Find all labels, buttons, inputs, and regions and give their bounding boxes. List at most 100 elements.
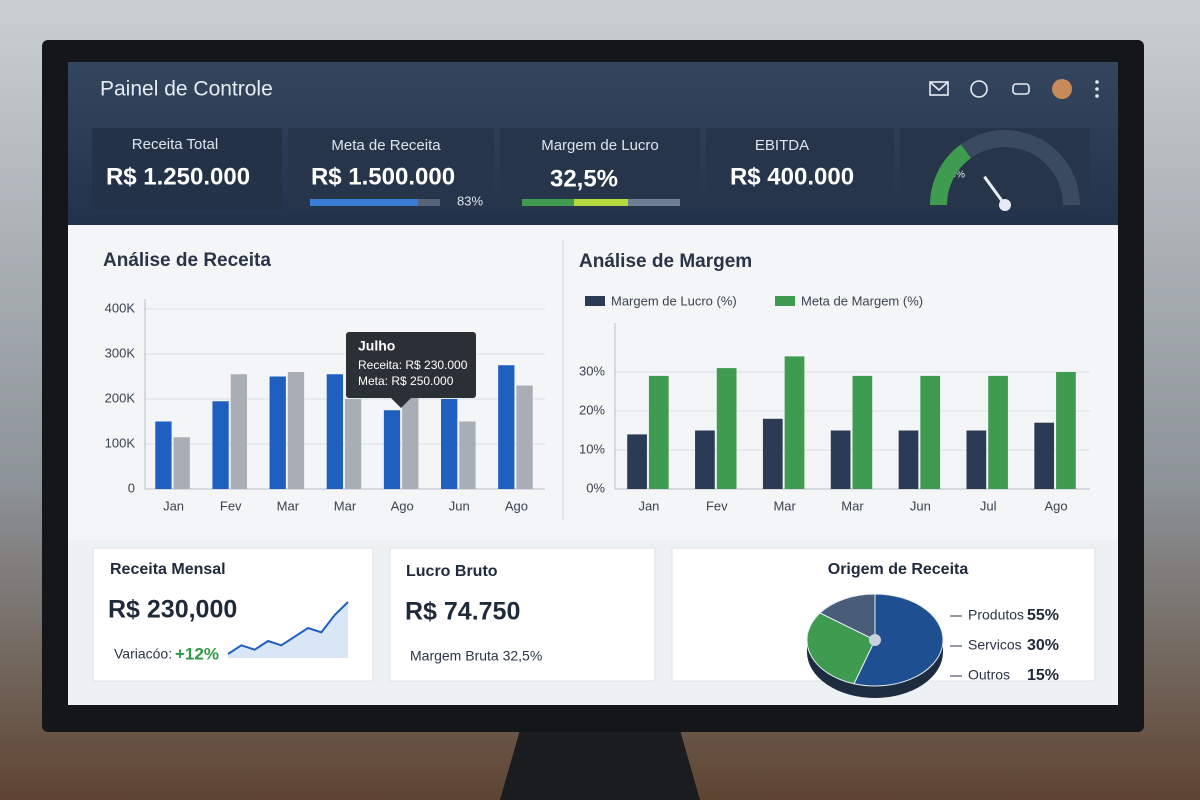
mail-icon-flap	[929, 81, 949, 92]
bar	[988, 375, 1008, 489]
mail-icon[interactable]	[929, 81, 949, 96]
margin-bar	[522, 199, 680, 206]
kpi-card	[92, 128, 282, 210]
y-tick-label: 10%	[579, 441, 605, 456]
y-tick-label: 100K	[105, 435, 136, 450]
bar	[830, 430, 851, 489]
bar	[627, 434, 647, 489]
x-tick-label: Ago	[1045, 498, 1068, 513]
bar	[287, 372, 305, 489]
tooltip-pointer	[391, 398, 411, 408]
bar	[269, 376, 286, 489]
chart-title: Origem de Receita	[828, 561, 969, 578]
bar	[459, 421, 476, 489]
pie-center	[869, 634, 881, 646]
bar	[784, 356, 805, 489]
avatar[interactable]	[1052, 79, 1072, 99]
kpi-label: Meta de Receita	[331, 137, 441, 154]
pie-value-label: 15%	[1027, 667, 1059, 684]
tooltip-line: Meta: R$ 250.000	[358, 374, 454, 388]
alerts-icon[interactable]	[1012, 83, 1030, 95]
kpi-label: EBITDA	[755, 137, 809, 154]
y-tick-label: 200K	[105, 390, 136, 405]
card	[92, 547, 374, 682]
legend-label: Margem de Lucro (%)	[611, 293, 737, 308]
tooltip	[346, 332, 476, 398]
gauge-fill	[930, 144, 971, 205]
menu-icon[interactable]	[1095, 80, 1099, 98]
header-icons	[929, 80, 1030, 98]
kpi-card	[706, 128, 894, 210]
kpi-value: R$ 400.000	[730, 163, 854, 190]
kpi-label: Receita Total	[132, 136, 218, 153]
kpi-label: Margem de Lucro	[541, 137, 659, 154]
legend-swatch	[775, 296, 795, 306]
progress-fill	[310, 199, 418, 206]
card-title: Receita Mensal	[110, 561, 226, 578]
y-tick-label: 0%	[586, 480, 605, 495]
bar	[155, 421, 172, 489]
kpi-value: 32,5%	[550, 165, 618, 192]
progress-label: 83%	[457, 193, 483, 208]
bar	[345, 399, 362, 489]
chart-title: Análise de Margem	[579, 251, 752, 272]
pie-slice	[819, 593, 876, 641]
sparkline-area	[228, 602, 348, 658]
x-tick-label: Mar	[773, 498, 796, 513]
pie-slice	[853, 593, 944, 687]
bar	[852, 375, 873, 489]
bar	[920, 375, 941, 489]
gauge-track	[930, 130, 1080, 205]
y-tick-label: 30%	[579, 363, 605, 378]
kpi-value: R$ 1.250.000	[106, 163, 250, 190]
sparkline	[227, 601, 349, 655]
bar	[1034, 422, 1055, 489]
x-tick-label: Mar	[841, 498, 864, 513]
x-tick-label: Ago	[505, 498, 528, 513]
x-tick-label: Jan	[163, 498, 184, 513]
kpi-value: R$ 1.500.000	[311, 163, 455, 190]
x-tick-label: Jan	[638, 498, 659, 513]
card-change: +12%	[175, 644, 219, 663]
x-tick-label: Ago	[391, 498, 414, 513]
bar	[326, 374, 343, 489]
legend-swatch	[585, 296, 605, 306]
x-tick-label: Fev	[706, 498, 728, 513]
bar	[966, 430, 987, 489]
card-value: R$ 230,000	[108, 596, 237, 624]
x-tick-label: Fev	[220, 498, 242, 513]
x-tick-label: Jun	[910, 498, 931, 513]
bar	[212, 401, 229, 489]
card-change-label: Variacóo:	[114, 646, 172, 662]
bar	[230, 374, 247, 489]
bar	[441, 399, 458, 489]
tooltip-title: Julho	[358, 338, 395, 354]
y-tick-label: 20%	[579, 402, 605, 417]
history-icon[interactable]	[970, 80, 988, 98]
pie-value-label: 30%	[1027, 637, 1059, 654]
pie-label: Servicos	[968, 637, 1022, 653]
card	[389, 547, 656, 682]
bar	[402, 390, 419, 489]
x-tick-label: Jun	[449, 498, 470, 513]
card-title: Lucro Bruto	[406, 563, 498, 580]
x-tick-label: Mar	[334, 498, 357, 513]
bar	[716, 368, 737, 489]
pie-value-label: 55%	[1027, 607, 1059, 624]
y-tick-label: 400K	[105, 300, 136, 315]
gauge-hub	[999, 199, 1011, 211]
y-tick-label: 300K	[105, 345, 136, 360]
bar	[648, 375, 669, 489]
x-tick-label: Jul	[980, 498, 997, 513]
chart-title: Análise de Receita	[103, 250, 271, 271]
bar	[173, 437, 190, 489]
y-tick-label: 0	[128, 480, 135, 495]
header-title: Painel de Controle	[100, 78, 273, 101]
tooltip-line: Receita: R$ 230.000	[358, 358, 468, 372]
kpi-card	[288, 128, 494, 210]
card-value: R$ 74.750	[405, 598, 520, 626]
legend-label: Meta de Margem (%)	[801, 293, 923, 308]
monitor-stand	[500, 730, 700, 800]
bar	[383, 410, 401, 489]
